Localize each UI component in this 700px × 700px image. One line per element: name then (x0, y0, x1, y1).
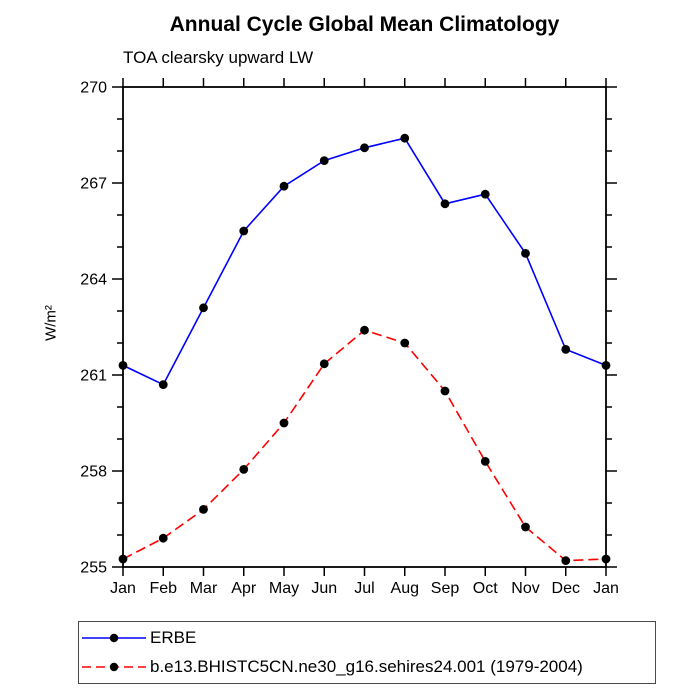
series-0-marker (400, 133, 410, 143)
series-1-marker (279, 418, 289, 428)
x-tick-label: Nov (511, 580, 539, 597)
x-tick-label: Jan (593, 580, 619, 597)
series-0-marker (199, 303, 208, 313)
series-0-marker (118, 361, 128, 370)
x-tick-label: Sep (431, 580, 460, 597)
series-0-marker (319, 156, 329, 166)
x-tick-label: Apr (231, 580, 257, 597)
x-tick-label: Jul (354, 580, 374, 597)
series-1-marker (360, 325, 369, 335)
series-1-marker (440, 386, 450, 396)
series-1-marker (158, 533, 168, 543)
series-1-marker (118, 554, 128, 564)
y-tick-label: 261 (80, 368, 107, 385)
chart-title: Annual Cycle Global Mean Climatology (169, 13, 560, 36)
legend-label-erbe: ERBE (150, 628, 197, 647)
legend-label-model: b.e13.BHISTC5CN.ne30_g16.sehires24.001 (… (150, 657, 583, 676)
x-tick-label: Jun (311, 580, 337, 597)
legend-sample-erbe (82, 633, 146, 643)
series-1-marker (400, 338, 410, 348)
legend-item-model: b.e13.BHISTC5CN.ne30_g16.sehires24.001 (… (79, 653, 655, 682)
series-0-marker (601, 361, 611, 370)
series-1-marker (239, 465, 249, 474)
series-0-marker (158, 380, 168, 389)
y-tick-label: 267 (80, 176, 107, 193)
series-1-marker (561, 556, 571, 565)
x-tick-label: Jan (110, 580, 136, 597)
x-tick-label: Aug (391, 580, 419, 597)
legend-sample-model (82, 662, 146, 672)
x-tick-label: Feb (149, 580, 177, 597)
series-0-marker (440, 199, 450, 209)
series-0-marker (561, 345, 571, 354)
y-tick-label: 264 (80, 272, 107, 289)
chart-subtitle: TOA clearsky upward LW (123, 48, 314, 67)
series-0-marker (480, 189, 490, 199)
legend-marker-icon (109, 633, 119, 643)
x-tick-label: Oct (473, 580, 498, 597)
series-0-marker (360, 143, 369, 153)
x-tick-label: May (269, 580, 299, 597)
series-1-marker (199, 505, 208, 514)
series-0-marker (239, 226, 249, 236)
legend-item-erbe: ERBE (79, 624, 655, 653)
series-line-1 (122, 329, 607, 562)
series-0-marker (279, 181, 289, 191)
series-1-marker (319, 359, 329, 369)
y-tick-label: 258 (80, 464, 107, 481)
series-line-0 (122, 137, 607, 386)
series-1-marker (601, 554, 611, 564)
series-1-marker (480, 457, 490, 466)
legend-marker-icon (109, 662, 119, 672)
x-tick-label: Mar (190, 580, 218, 597)
x-tick-label: Dec (552, 580, 580, 597)
legend-box: ERBE b.e13.BHISTC5CN.ne30_g16.sehires24.… (78, 621, 656, 684)
y-tick-label: 255 (80, 560, 107, 577)
series-1-marker (521, 522, 530, 532)
series-0-marker (521, 249, 530, 258)
y-tick-label: 270 (80, 80, 107, 97)
